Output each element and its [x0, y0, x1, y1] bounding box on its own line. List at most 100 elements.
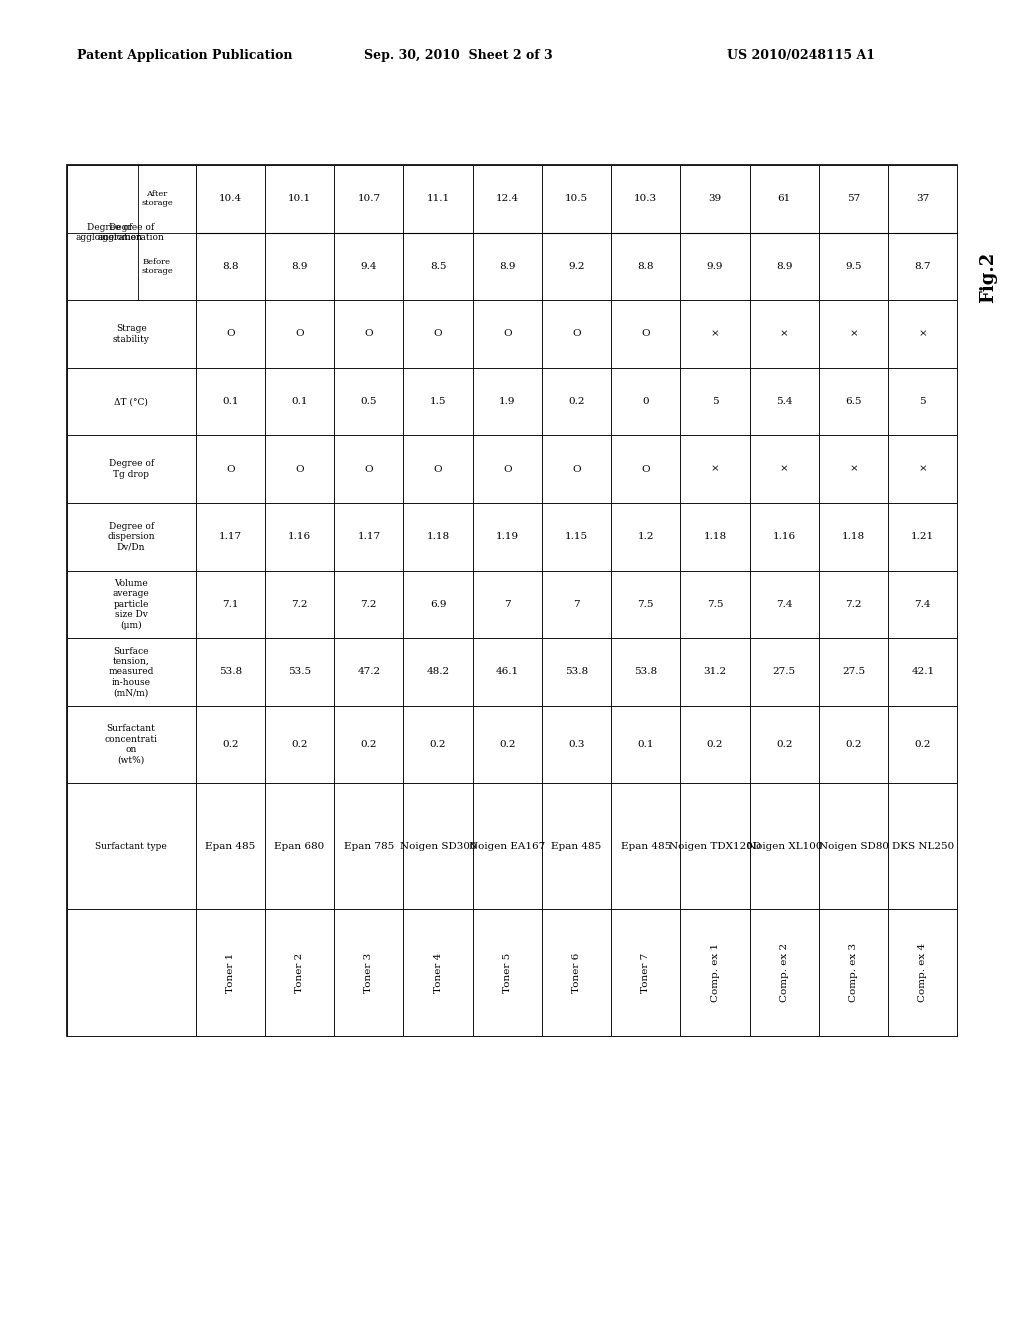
Bar	[334, 909, 403, 1036]
Bar	[473, 436, 542, 503]
Text: Comp. ex 2: Comp. ex 2	[780, 944, 788, 1002]
Text: After
storage: After storage	[141, 190, 173, 207]
Text: O: O	[365, 330, 373, 338]
Bar	[681, 570, 750, 638]
Text: 9.4: 9.4	[360, 261, 377, 271]
Text: 8.9: 8.9	[776, 261, 793, 271]
Bar	[819, 783, 888, 909]
Bar	[265, 232, 334, 300]
Text: 1.18: 1.18	[427, 532, 450, 541]
Text: 53.8: 53.8	[634, 668, 657, 676]
Text: 12.4: 12.4	[496, 194, 519, 203]
Bar	[265, 638, 334, 706]
Text: 7.2: 7.2	[360, 599, 377, 609]
Bar	[334, 300, 403, 368]
Bar	[473, 300, 542, 368]
Bar	[403, 706, 473, 783]
Text: ×: ×	[849, 330, 858, 338]
Bar	[403, 503, 473, 570]
Bar	[750, 706, 819, 783]
Bar	[750, 368, 819, 436]
Text: 0.1: 0.1	[638, 739, 654, 748]
Bar	[403, 570, 473, 638]
Text: ×: ×	[919, 330, 927, 338]
Text: Epan 785: Epan 785	[344, 842, 394, 850]
Text: 6.5: 6.5	[846, 397, 862, 407]
Text: 0.5: 0.5	[360, 397, 377, 407]
Bar	[681, 165, 750, 232]
Text: 0.2: 0.2	[846, 739, 862, 748]
Bar	[265, 783, 334, 909]
Bar	[542, 570, 611, 638]
Bar	[750, 783, 819, 909]
Text: 57: 57	[847, 194, 860, 203]
Text: Toner 5: Toner 5	[503, 953, 512, 993]
Text: O: O	[572, 330, 581, 338]
Bar	[681, 436, 750, 503]
Bar	[611, 638, 681, 706]
Text: 11.1: 11.1	[427, 194, 450, 203]
Text: 1.19: 1.19	[496, 532, 519, 541]
Text: Toner 6: Toner 6	[572, 953, 581, 993]
Text: 1.15: 1.15	[565, 532, 588, 541]
Text: 7.5: 7.5	[638, 599, 654, 609]
Bar	[196, 570, 265, 638]
Bar	[265, 165, 334, 232]
Text: Strage
stability: Strage stability	[113, 325, 150, 343]
Bar	[67, 783, 196, 909]
Text: 0.2: 0.2	[707, 739, 723, 748]
Bar	[473, 570, 542, 638]
Text: 5.4: 5.4	[776, 397, 793, 407]
Bar	[67, 300, 196, 368]
Bar	[819, 909, 888, 1036]
Bar	[681, 300, 750, 368]
Bar	[473, 503, 542, 570]
Text: 8.7: 8.7	[914, 261, 931, 271]
Text: 7: 7	[504, 599, 511, 609]
Bar	[403, 909, 473, 1036]
Bar	[67, 165, 196, 232]
Text: O: O	[641, 330, 650, 338]
Bar	[265, 909, 334, 1036]
Text: 7.4: 7.4	[914, 599, 931, 609]
Bar	[888, 300, 957, 368]
Text: 5: 5	[920, 397, 926, 407]
Bar	[888, 165, 957, 232]
Text: Degree of
dispersion
Dv/Dn: Degree of dispersion Dv/Dn	[108, 521, 155, 552]
Text: 53.5: 53.5	[288, 668, 311, 676]
Bar	[819, 706, 888, 783]
Bar	[819, 436, 888, 503]
Text: Noigen SD80: Noigen SD80	[818, 842, 889, 850]
Bar	[888, 232, 957, 300]
Text: 1.16: 1.16	[773, 532, 796, 541]
Text: 46.1: 46.1	[496, 668, 519, 676]
Text: O: O	[434, 330, 442, 338]
Bar	[750, 300, 819, 368]
Bar	[888, 570, 957, 638]
Bar	[888, 638, 957, 706]
Text: 1.17: 1.17	[357, 532, 380, 541]
Text: Noigen XL100: Noigen XL100	[746, 842, 822, 850]
Bar	[542, 783, 611, 909]
Text: O: O	[295, 465, 304, 474]
Text: 0: 0	[642, 397, 649, 407]
Bar	[67, 638, 196, 706]
Text: 8.9: 8.9	[499, 261, 516, 271]
Text: Comp. ex 1: Comp. ex 1	[711, 944, 720, 1002]
Text: 9.2: 9.2	[568, 261, 585, 271]
Text: 0.2: 0.2	[292, 739, 308, 748]
Text: 7.2: 7.2	[292, 599, 308, 609]
Bar	[681, 638, 750, 706]
Bar	[611, 165, 681, 232]
Bar	[542, 436, 611, 503]
Bar	[681, 368, 750, 436]
Text: ×: ×	[711, 465, 720, 474]
Bar	[611, 368, 681, 436]
Bar	[196, 232, 265, 300]
Bar	[542, 232, 611, 300]
Text: 47.2: 47.2	[357, 668, 380, 676]
Text: 1.16: 1.16	[288, 532, 311, 541]
Bar	[611, 503, 681, 570]
Bar	[334, 570, 403, 638]
Bar	[196, 368, 265, 436]
